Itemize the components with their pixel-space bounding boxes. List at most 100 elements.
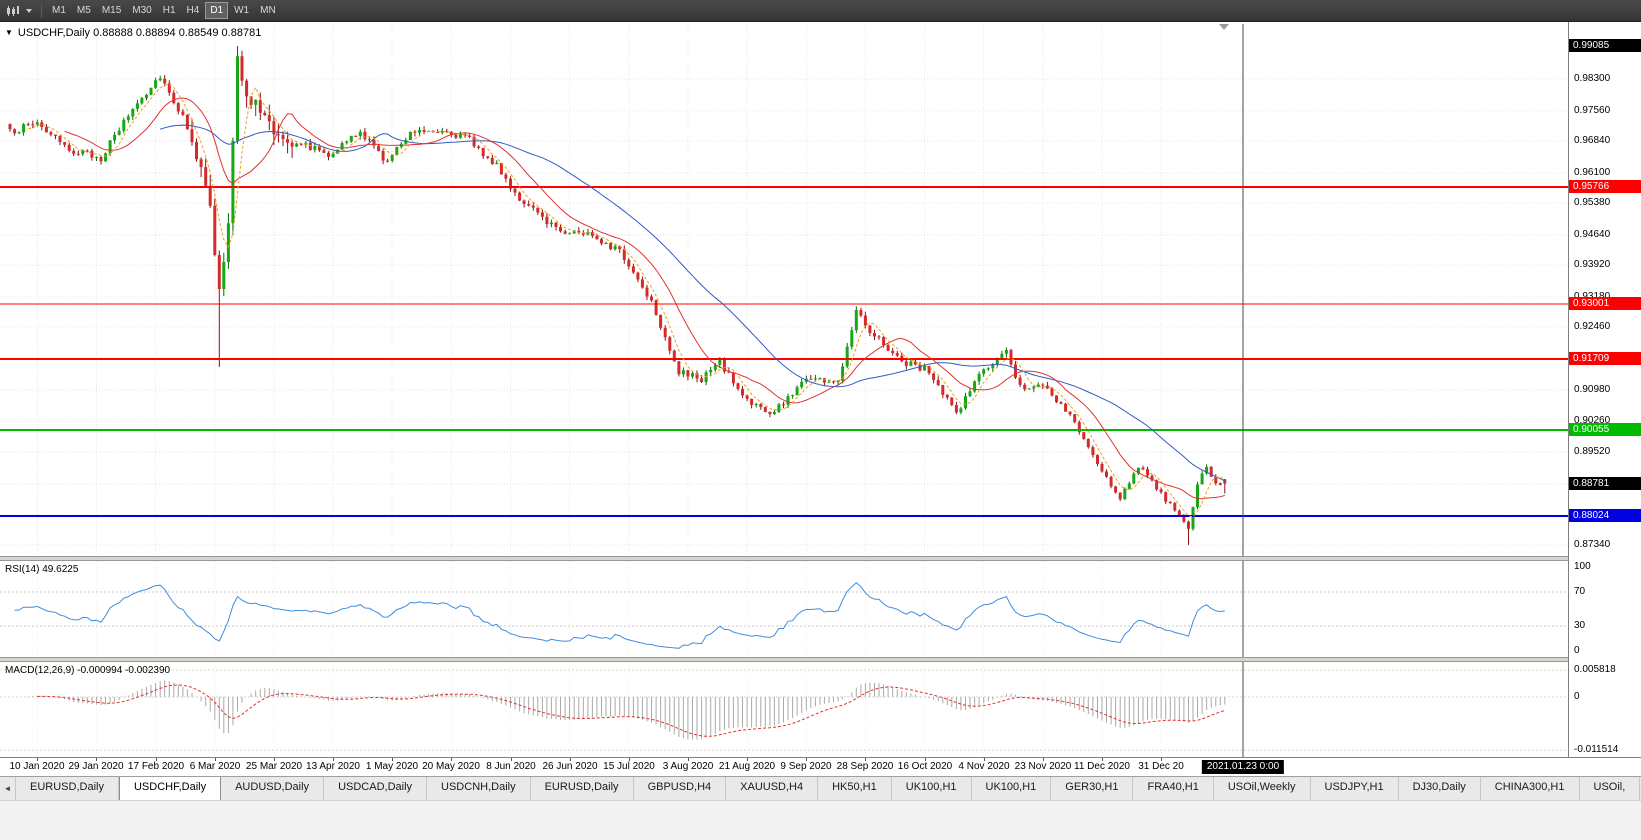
time-tick-mark xyxy=(865,758,866,761)
tab-fra40-h1[interactable]: FRA40,H1 xyxy=(1133,777,1214,800)
status-strip xyxy=(0,800,1641,840)
time-tick-mark xyxy=(570,758,571,761)
time-tick-mark xyxy=(451,758,452,761)
time-axis-label: 17 Feb 2020 xyxy=(127,761,185,772)
time-axis-label: 11 Dec 2020 xyxy=(1074,761,1130,772)
time-axis[interactable]: 10 Jan 2020 29 Jan 2020 17 Feb 2020 6 Mar 2… xyxy=(0,757,1641,776)
macd-indicator-label: MACD(12,26,9) -0.000994 -0.002390 xyxy=(5,665,171,676)
time-tick-mark xyxy=(215,758,216,761)
timeframe-d1[interactable]: D1 xyxy=(205,2,229,19)
price-axis-label: 0.87340 xyxy=(1574,539,1611,550)
tab-dj30-daily[interactable]: DJ30,Daily xyxy=(1399,777,1481,800)
rsi-indicator-plot[interactable] xyxy=(0,561,1568,657)
time-tick-mark xyxy=(156,758,157,761)
timeframe-h1[interactable]: H1 xyxy=(162,5,176,16)
tab-usdchf-daily[interactable]: USDCHF,Daily xyxy=(118,777,222,800)
time-tick-mark xyxy=(511,758,512,761)
rsi-axis-label: 70 xyxy=(1574,586,1586,597)
price-tag-0.90055: 0.90055 xyxy=(1569,423,1641,436)
chart-title-text: USDCHF,Daily 0.88888 0.88894 0.88549 0.8… xyxy=(17,27,262,39)
price-axis-label: 0.90260 xyxy=(1574,415,1611,426)
price-axis-label: 0.93180 xyxy=(1574,291,1610,303)
ma-13-line xyxy=(64,97,1225,500)
time-axis-label: 6 Mar 2020 xyxy=(189,761,241,772)
tab-eurusd-daily[interactable]: EURUSD,Daily xyxy=(16,777,119,800)
chart-type-icon[interactable] xyxy=(4,3,22,19)
timeframe-toolbar: M1 M5 M15 M30 H1 H4 D1 W1 MN xyxy=(0,0,1641,22)
time-axis-label: 4 Nov 2020 xyxy=(958,761,1010,772)
timeframe-h4[interactable]: H4 xyxy=(186,5,200,16)
time-axis-label: 25 Mar 2020 xyxy=(245,761,303,772)
chart-shift-marker-icon[interactable] xyxy=(1219,24,1229,30)
price-axis-label: 0.92460 xyxy=(1574,321,1611,332)
price-axis[interactable]: 0.98300 0.97560 0.96840 0.96100 0.95380 0.946… xyxy=(1568,22,1641,757)
price-tag-0.93001: 0.93001 xyxy=(1569,297,1641,310)
time-axis-label: 9 Sep 2020 xyxy=(780,761,832,772)
tab-hk50-h1[interactable]: HK50,H1 xyxy=(818,777,892,800)
time-axis-label: 21 Aug 2020 xyxy=(718,761,776,772)
price-tag-0.95766: 0.95766 xyxy=(1569,180,1641,193)
price-axis-label: 0.93920 xyxy=(1574,259,1611,270)
ma-34-line xyxy=(160,124,1226,482)
time-axis-label: 13 Apr 2020 xyxy=(306,761,360,772)
event-time-tag: 2021.01.23 0:00 xyxy=(1201,760,1285,774)
tab-uk100-h1[interactable]: UK100,H1 xyxy=(892,777,972,800)
tab-usoil[interactable]: USOil, xyxy=(1580,777,1641,800)
tab-ger30-h1[interactable]: GER30,H1 xyxy=(1051,777,1134,800)
time-tick-mark xyxy=(629,758,630,761)
rsi-axis-label: 100 xyxy=(1574,561,1591,572)
tab-scroll-left-icon[interactable]: ◄ xyxy=(0,777,16,800)
time-axis-label: 1 May 2020 xyxy=(365,761,419,772)
main-chart-plot[interactable] xyxy=(0,22,1568,556)
tab-xauusd-h4[interactable]: XAUUSD,H4 xyxy=(726,777,819,800)
time-axis-label: 3 Aug 2020 xyxy=(662,761,714,772)
chart-type-dropdown-caret-icon[interactable] xyxy=(26,8,32,13)
time-axis-label: 15 Jul 2020 xyxy=(603,761,655,772)
timeframe-m15[interactable]: M15 xyxy=(101,5,122,16)
timeframe-m30[interactable]: M30 xyxy=(132,5,152,16)
price-tag-0.91709: 0.91709 xyxy=(1569,352,1641,365)
panel-splitter-macd[interactable] xyxy=(0,657,1641,662)
time-tick-mark xyxy=(806,758,807,761)
time-axis-label: 10 Jan 2020 xyxy=(9,761,65,772)
timeframe-w1[interactable]: W1 xyxy=(234,5,250,16)
time-tick-mark xyxy=(747,758,748,761)
macd-axis-label: -0.011514 xyxy=(1574,744,1619,755)
tab-usdcnh-daily[interactable]: USDCNH,Daily xyxy=(427,777,531,800)
macd-indicator-plot[interactable] xyxy=(0,662,1568,757)
time-axis-label: 23 Nov 2020 xyxy=(1014,761,1072,772)
toolbar-separator xyxy=(41,3,42,18)
rsi-axis-label: 0 xyxy=(1574,645,1580,656)
tab-audusd-daily[interactable]: AUDUSD,Daily xyxy=(221,777,325,800)
time-tick-mark xyxy=(37,758,38,761)
time-tick-mark xyxy=(96,758,97,761)
chart-title: ▼ USDCHF,Daily 0.88888 0.88894 0.88549 0… xyxy=(5,27,261,39)
time-axis-label: 16 Oct 2020 xyxy=(897,761,953,772)
time-tick-mark xyxy=(333,758,334,761)
time-tick-mark xyxy=(274,758,275,761)
rsi-axis-label: 30 xyxy=(1574,620,1586,631)
price-tag-0.99085: 0.99085 xyxy=(1569,39,1641,52)
tab-usdcad-daily[interactable]: USDCAD,Daily xyxy=(324,777,428,800)
chart-collapse-arrow-icon[interactable]: ▼ xyxy=(5,28,13,37)
price-axis-label: 0.94640 xyxy=(1574,229,1611,240)
ma-5-line xyxy=(28,84,1226,518)
tab-china300-h1[interactable]: CHINA300,H1 xyxy=(1481,777,1580,800)
chart-tab-bar: ◄ EURUSD,Daily USDCHF,Daily AUDUSD,Daily US… xyxy=(0,776,1641,800)
timeframe-m1[interactable]: M1 xyxy=(52,5,66,16)
tab-gbpusd-h4[interactable]: GBPUSD,H4 xyxy=(634,777,727,800)
time-tick-mark xyxy=(984,758,985,761)
panel-splitter-rsi[interactable] xyxy=(0,556,1641,561)
time-axis-label: 28 Sep 2020 xyxy=(836,761,894,772)
timeframe-buttons: M1 M5 M15 M30 H1 H4 D1 W1 MN xyxy=(47,2,281,19)
price-axis-label: 0.96840 xyxy=(1574,135,1611,146)
timeframe-m5[interactable]: M5 xyxy=(76,5,91,16)
tab-eurusd-daily[interactable]: EURUSD,Daily xyxy=(531,777,634,800)
price-tag-0.88024: 0.88024 xyxy=(1569,509,1641,522)
candlesticks xyxy=(8,46,1227,545)
timeframe-mn[interactable]: MN xyxy=(260,5,276,16)
tab-usdjpy-h1[interactable]: USDJPY,H1 xyxy=(1311,777,1399,800)
tab-usoil-weekly[interactable]: USOil,Weekly xyxy=(1214,777,1311,800)
tab-uk100-h1[interactable]: UK100,H1 xyxy=(972,777,1052,800)
price-axis-label: 0.89520 xyxy=(1574,446,1611,457)
